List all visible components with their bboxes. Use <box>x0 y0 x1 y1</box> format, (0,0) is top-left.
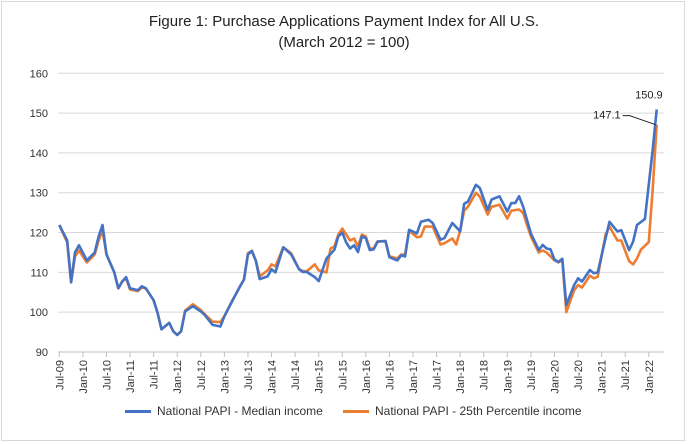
x-tick-label: Jul-14 <box>290 360 302 390</box>
x-tick-label: Jul-19 <box>526 360 538 390</box>
data-label-median: 150.9 <box>635 90 663 102</box>
x-tick-label: Jan-18 <box>455 360 467 394</box>
legend-label-median: National PAPI - Median income <box>157 404 323 418</box>
y-axis-ticks: 90 100 110 120 130 140 150 160 <box>30 68 48 359</box>
x-tick-label: Jan-13 <box>219 360 231 394</box>
x-tick-label: Jul-13 <box>243 360 255 390</box>
y-tick-label: 140 <box>30 148 48 160</box>
x-tick-label: Jul-12 <box>196 360 208 390</box>
y-tick-label: 110 <box>30 267 48 279</box>
y-tick-label: 130 <box>30 188 48 200</box>
x-tick-label: Jul-10 <box>101 360 113 390</box>
gridlines <box>58 72 664 353</box>
x-tick-label: Jan-22 <box>644 360 656 394</box>
legend-swatch-25th <box>343 409 369 413</box>
x-tick-label: Jan-21 <box>597 360 609 394</box>
x-tick-label: Jul-11 <box>149 360 161 389</box>
x-tick-label: Jan-14 <box>267 360 279 394</box>
x-tick-label: Jan-16 <box>361 360 373 394</box>
x-tick-label: Jul-16 <box>384 360 396 390</box>
data-label-25th-percentile: 147.1 <box>593 110 621 122</box>
x-tick-label: Jul-21 <box>620 360 632 390</box>
y-tick-label: 160 <box>30 68 48 80</box>
x-tick-label: Jan-15 <box>314 360 326 394</box>
y-tick-label: 120 <box>30 228 48 240</box>
y-tick-label: 100 <box>30 307 48 319</box>
x-tick-label: Jul-20 <box>573 360 585 390</box>
annotations: 150.9 147.1 <box>593 90 663 126</box>
x-tick-label: Jul-17 <box>432 360 444 390</box>
x-tick-label: Jan-19 <box>502 360 514 394</box>
legend-item-25th: National PAPI - 25th Percentile income <box>343 404 582 418</box>
x-tick-label: Jan-17 <box>408 360 420 394</box>
chart-subtitle: (March 2012 = 100) <box>278 34 410 51</box>
x-tick-label: Jul-18 <box>479 360 491 390</box>
x-tick-label: Jul-09 <box>54 360 66 390</box>
x-axis-ticks: Jul-09 Jan-10 Jul-10 Jan-11 Jul-11 Jan-12 Jul-… <box>54 352 656 394</box>
chart-title: Figure 1: Purchase Applications Payment … <box>148 13 540 30</box>
x-tick-label: Jan-11 <box>125 360 137 393</box>
series-lines <box>58 109 658 337</box>
y-tick-label: 90 <box>36 347 48 359</box>
legend-swatch-median <box>125 409 151 413</box>
series-line-median <box>58 109 658 337</box>
data-label-leader-line <box>622 115 656 126</box>
x-tick-label: Jan-20 <box>549 360 561 394</box>
x-tick-label: Jul-15 <box>337 360 349 390</box>
x-tick-label: Jan-10 <box>78 360 90 394</box>
x-tick-label: Jan-12 <box>172 360 184 394</box>
y-tick-label: 150 <box>30 108 48 120</box>
legend-label-25th: National PAPI - 25th Percentile income <box>375 404 582 418</box>
legend-item-median: National PAPI - Median income <box>125 404 323 418</box>
